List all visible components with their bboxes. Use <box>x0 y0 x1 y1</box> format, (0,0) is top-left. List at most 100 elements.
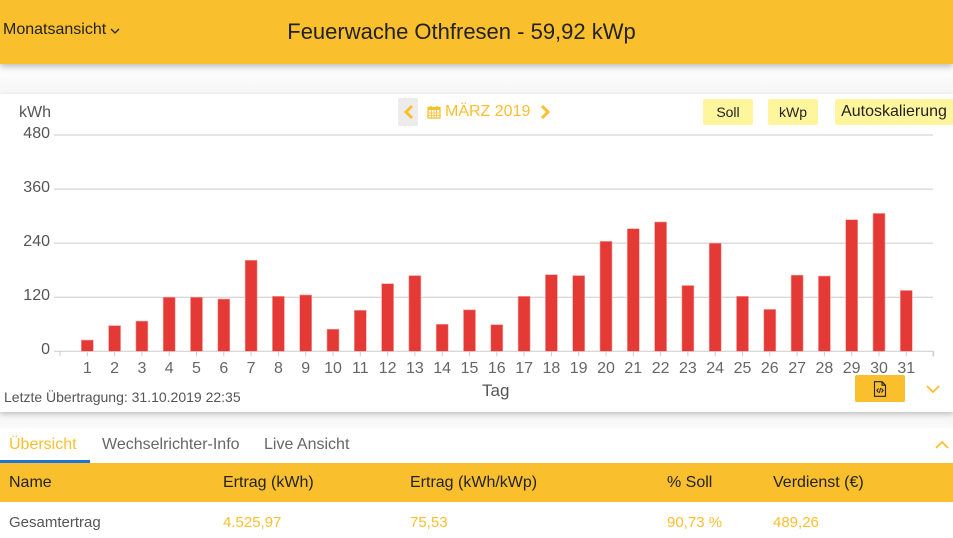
bar-day-5[interactable] <box>190 296 203 352</box>
x-tick-label: 31 <box>897 360 916 377</box>
x-tick-label: 11 <box>351 360 369 377</box>
y-tick-label: 120 <box>23 287 50 305</box>
table-row: Gesamtertrag 4.525,97 75,53 90,73 % 489,… <box>0 502 953 538</box>
period-label: MÄRZ 2019 <box>445 103 531 120</box>
bar-day-1[interactable] <box>81 339 94 352</box>
period-picker[interactable]: MÄRZ 2019 <box>427 103 530 121</box>
bar-day-10[interactable] <box>326 328 340 352</box>
x-tick-label: 30 <box>870 360 888 377</box>
bar-day-12[interactable] <box>381 283 394 352</box>
cell-yield-kwh: 4.525,97 <box>223 514 282 531</box>
x-tick-label: 23 <box>678 360 697 377</box>
y-tick-label: 240 <box>23 233 50 251</box>
bar-day-24[interactable] <box>708 242 722 352</box>
x-tick-label: 16 <box>487 360 506 377</box>
page-title: Feuerwache Othfresen - 59,92 kWp <box>287 19 636 44</box>
y-tick-label: 480 <box>23 125 50 142</box>
kwp-toggle-button[interactable]: kWp <box>768 99 818 125</box>
bar-day-20[interactable] <box>599 241 613 352</box>
view-mode-dropdown[interactable]: Monatsansicht <box>3 21 120 39</box>
x-tick-label: 13 <box>405 360 424 377</box>
x-tick-label: 4 <box>164 360 174 377</box>
chart-card: MÄRZ 2019 Soll kWp Autoskalierung kWh 0 1… <box>0 94 953 412</box>
view-mode-label: Monatsansicht <box>3 21 107 38</box>
bar-day-28[interactable] <box>818 275 831 352</box>
y-tick-label: 360 <box>23 179 50 197</box>
x-tick-label: 24 <box>706 360 725 377</box>
soll-toggle-button[interactable]: Soll <box>703 99 753 125</box>
bar-day-31[interactable] <box>899 290 913 352</box>
column-header-yield-kwh-kwp: Ertrag (kWh/kWp) <box>410 474 538 491</box>
collapse-chevron-icon[interactable] <box>935 440 949 450</box>
column-header-name: Name <box>9 474 52 491</box>
cell-name: Gesamtertrag <box>9 514 101 531</box>
bar-chart <box>54 134 935 357</box>
bar-day-27[interactable] <box>790 274 804 352</box>
x-axis-title: Tag <box>482 381 510 400</box>
bar-day-4[interactable] <box>162 296 176 352</box>
x-tick-label: 28 <box>815 360 834 377</box>
bar-day-30[interactable] <box>872 213 886 352</box>
bar-day-29[interactable] <box>845 219 859 352</box>
bar-day-6[interactable] <box>217 298 231 352</box>
x-tick-label: 21 <box>624 360 643 377</box>
x-tick-label: 20 <box>597 360 615 377</box>
chevron-right-icon <box>541 104 551 120</box>
bar-day-7[interactable] <box>244 259 258 352</box>
previous-month-button[interactable] <box>398 98 418 126</box>
autoscale-toggle-button[interactable]: Autoskalierung <box>835 99 953 125</box>
calendar-icon <box>427 106 441 119</box>
x-tick-label: 19 <box>569 360 588 377</box>
next-month-button[interactable] <box>540 98 554 126</box>
x-tick-label: 22 <box>651 360 670 377</box>
x-tick-label: 29 <box>842 360 861 377</box>
tab-bar: Übersicht Wechselrichter-Info Live Ansic… <box>0 428 953 463</box>
cell-earnings: 489,26 <box>773 514 819 531</box>
bar-day-19[interactable] <box>572 275 586 352</box>
table-header: Name Ertrag (kWh) Ertrag (kWh/kWp) % Sol… <box>0 463 953 502</box>
x-tick-label: 3 <box>137 360 147 377</box>
last-transmission-text: Letzte Übertragung: 31.10.2019 22:35 <box>4 389 241 405</box>
x-tick-label: 1 <box>82 360 92 377</box>
export-button[interactable] <box>855 375 905 402</box>
active-tab-indicator <box>0 460 90 463</box>
bar-day-15[interactable] <box>463 309 476 352</box>
tab-live-view[interactable]: Live Ansicht <box>264 436 350 453</box>
period-navigator: MÄRZ 2019 <box>398 98 554 126</box>
x-tick-label: 12 <box>378 360 397 377</box>
chevron-left-icon <box>403 104 413 120</box>
file-code-icon <box>873 380 887 397</box>
x-tick-label: 26 <box>760 360 779 377</box>
bar-day-16[interactable] <box>490 324 504 352</box>
bar-day-22[interactable] <box>654 221 667 352</box>
x-tick-label: 17 <box>515 360 533 377</box>
x-tick-label: 5 <box>192 360 201 377</box>
bar-day-18[interactable] <box>545 274 558 352</box>
bar-day-26[interactable] <box>763 309 777 352</box>
expand-chevron-icon[interactable] <box>925 382 941 396</box>
x-tick-label: 6 <box>219 360 229 377</box>
spacer <box>0 64 953 94</box>
bar-day-23[interactable] <box>681 285 695 352</box>
bar-day-25[interactable] <box>736 296 749 352</box>
y-tick-label: 0 <box>41 341 50 359</box>
bar-day-3[interactable] <box>135 320 149 352</box>
x-tick-label: 15 <box>460 360 479 377</box>
column-header-yield-kwh: Ertrag (kWh) <box>223 474 314 491</box>
bar-day-2[interactable] <box>108 325 121 352</box>
tab-overview[interactable]: Übersicht <box>9 436 77 453</box>
bar-day-17[interactable] <box>517 296 531 352</box>
y-axis-unit: kWh <box>19 104 51 121</box>
bar-day-8[interactable] <box>272 296 285 352</box>
bar-day-13[interactable] <box>408 275 422 352</box>
x-tick-label: 10 <box>324 360 342 377</box>
bar-day-11[interactable] <box>353 309 367 352</box>
column-header-earnings: Verdienst (€) <box>773 474 864 491</box>
bar-day-21[interactable] <box>626 228 640 352</box>
column-header-percent-target: % Soll <box>667 474 713 491</box>
tab-inverter-info[interactable]: Wechselrichter-Info <box>102 436 240 453</box>
bar-day-9[interactable] <box>299 294 313 352</box>
bar-day-14[interactable] <box>435 323 449 352</box>
x-tick-label: 7 <box>246 360 256 377</box>
cell-yield-kwh-kwp: 75,53 <box>410 514 448 531</box>
